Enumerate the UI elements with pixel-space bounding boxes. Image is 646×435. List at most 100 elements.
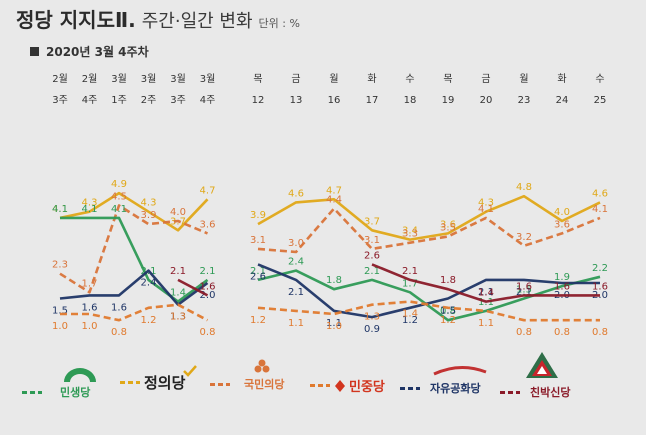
x-tick-label-bottom: 3주 bbox=[52, 95, 68, 106]
legend-dash bbox=[22, 390, 42, 394]
data-label: 2.1 bbox=[402, 266, 418, 277]
data-label: 4.7 bbox=[200, 185, 216, 196]
data-label: 0.8 bbox=[111, 327, 127, 338]
square-bullet-icon bbox=[30, 47, 39, 56]
minjung-logo-icon bbox=[335, 379, 345, 392]
unit-label: 단위 : % bbox=[258, 17, 300, 30]
data-label: 2.1 bbox=[516, 287, 532, 298]
x-tick-label-bottom: 24 bbox=[556, 95, 569, 106]
data-label: 4.0 bbox=[554, 207, 570, 218]
title-row: 정당 지지도Ⅱ. 주간·일간 변화 단위 : % bbox=[16, 4, 300, 33]
data-label: 1.6 bbox=[111, 302, 127, 313]
data-label: 1.6 bbox=[200, 281, 216, 292]
x-tick-label-top: 3월 bbox=[200, 73, 216, 85]
x-tick-label-top: 월 bbox=[519, 73, 528, 85]
legend-item-justice: 정의당 bbox=[120, 365, 197, 393]
data-label: 1.5 bbox=[440, 306, 456, 317]
x-tick-label-top: 3월 bbox=[141, 73, 157, 85]
data-label: 3.4 bbox=[402, 226, 418, 237]
series-line bbox=[60, 303, 209, 322]
legend-dash bbox=[210, 382, 230, 386]
x-tick-label-bottom: 25 bbox=[594, 95, 607, 106]
legend-dash bbox=[310, 384, 330, 387]
x-tick-label-bottom: 16 bbox=[328, 95, 341, 106]
data-label: 1.4 bbox=[478, 288, 494, 299]
data-label: 1.2 bbox=[440, 315, 456, 326]
data-label: 3.2 bbox=[516, 232, 532, 243]
data-label: 1.8 bbox=[440, 275, 456, 286]
data-label: 1.1 bbox=[326, 318, 342, 329]
data-label: 1.9 bbox=[554, 272, 570, 283]
data-label: 3.5 bbox=[440, 223, 456, 234]
legend-item-probak: 친박신당 bbox=[500, 352, 571, 400]
series-line bbox=[257, 207, 601, 254]
data-label: 0.9 bbox=[364, 324, 380, 335]
data-label: 2.4 bbox=[141, 278, 157, 289]
data-label: 3.1 bbox=[250, 235, 266, 246]
series-line bbox=[59, 191, 209, 232]
data-label: 1.2 bbox=[141, 315, 157, 326]
data-label: 2.1 bbox=[170, 266, 186, 277]
data-label: 3.6 bbox=[200, 219, 216, 230]
data-label: 1.1 bbox=[478, 318, 494, 329]
data-label: 4.4 bbox=[326, 195, 342, 206]
x-tick-label-top: 2월 bbox=[82, 73, 98, 85]
chart-subtitle: 주간·일간 변화 bbox=[141, 11, 253, 32]
data-label: 1.6 bbox=[592, 281, 608, 292]
legend-dash bbox=[500, 390, 520, 394]
x-tick-label-bottom: 19 bbox=[442, 95, 455, 106]
data-label: 4.9 bbox=[111, 179, 127, 190]
legend-label: 자유공화당 bbox=[430, 382, 481, 395]
data-label: 2.1 bbox=[478, 287, 494, 298]
data-label: 1.7 bbox=[82, 278, 98, 289]
x-tick-label-top: 3월 bbox=[111, 73, 127, 85]
x-tick-label-bottom: 1주 bbox=[111, 95, 127, 106]
data-label: 4.3 bbox=[141, 198, 157, 209]
data-label: 4.6 bbox=[288, 188, 304, 199]
data-label: 1.4 bbox=[402, 309, 418, 320]
data-label: 3.6 bbox=[440, 219, 456, 230]
x-tick-label-top: 목 bbox=[443, 73, 452, 85]
line-chart: 2월 3주 2월 4주 3월 1주 3월 2주 3월 3주 3월 4주 목 12 금 13 월 16 화 17 수 18 목… bbox=[52, 73, 608, 338]
data-label: 4.1 bbox=[111, 204, 127, 215]
data-label: 2.3 bbox=[52, 260, 68, 271]
data-label: 1.3 bbox=[170, 312, 186, 323]
chart-title: 정당 지지도Ⅱ. bbox=[16, 8, 136, 32]
peoples-logo-icon bbox=[254, 359, 270, 373]
x-tick-label-bottom: 3주 bbox=[170, 95, 186, 106]
data-label: 0.8 bbox=[592, 327, 608, 338]
data-label: 4.3 bbox=[478, 198, 494, 209]
legend-dash bbox=[400, 386, 420, 390]
data-label: 3.1 bbox=[364, 235, 380, 246]
data-label: 1.5 bbox=[52, 306, 68, 317]
data-label: 4.1 bbox=[592, 204, 608, 215]
data-label: 1.7 bbox=[402, 278, 418, 289]
data-label: 1.3 bbox=[170, 312, 186, 323]
legend-label: 친박신당 bbox=[530, 386, 571, 399]
x-tick-label-top: 2월 bbox=[52, 73, 68, 85]
data-label: 4.6 bbox=[592, 188, 608, 199]
data-label: 1.0 bbox=[52, 321, 68, 332]
legend-item-minjung: 민중당 bbox=[310, 376, 385, 395]
data-label: 0.8 bbox=[516, 327, 532, 338]
series-line bbox=[59, 269, 209, 307]
data-label: 4.8 bbox=[516, 182, 532, 193]
x-tick-label-top: 월 bbox=[329, 73, 338, 85]
data-label: 1.0 bbox=[326, 321, 342, 332]
data-label: 4.3 bbox=[82, 198, 98, 209]
series-line bbox=[257, 194, 601, 241]
data-label: 3.3 bbox=[402, 229, 418, 240]
data-label: 3.0 bbox=[288, 238, 304, 249]
data-label: 1.4 bbox=[170, 288, 186, 299]
check-icon bbox=[183, 365, 197, 377]
x-tick-label-bottom: 18 bbox=[404, 95, 417, 106]
data-label: 1.0 bbox=[82, 321, 98, 332]
legend-label: 국민의당 bbox=[244, 378, 285, 391]
data-label: 4.7 bbox=[326, 185, 342, 196]
x-tick-label-bottom: 13 bbox=[290, 95, 303, 106]
probak-logo-icon bbox=[526, 352, 558, 378]
data-label: 1.6 bbox=[554, 281, 570, 292]
data-label: 2.0 bbox=[200, 290, 216, 301]
data-label: 2.1 bbox=[364, 266, 380, 277]
